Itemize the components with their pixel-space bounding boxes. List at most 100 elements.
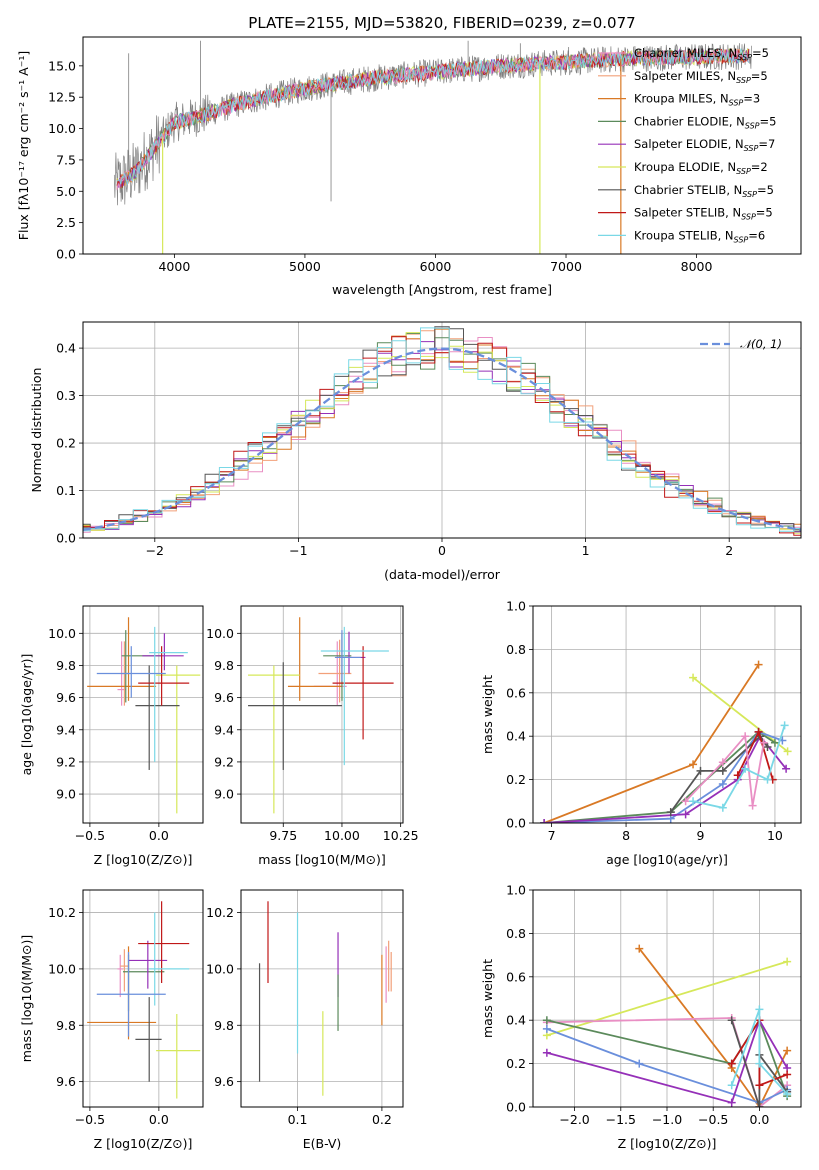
x-tick-label: −0.5: [75, 828, 105, 843]
y-axis-label: Normed distribution: [29, 368, 44, 493]
chart-title: PLATE=2155, MJD=53820, FIBERID=0239, z=0…: [248, 14, 635, 32]
weight-marker-kroupa_stelib: [718, 803, 727, 812]
y-tick-label: 0.8: [506, 926, 526, 941]
weight-marker-blue_extra: [718, 779, 727, 788]
weight_vs_age-plot-area: [540, 660, 792, 823]
weight-line-kroupa_stelib: [730, 1009, 788, 1095]
y-tick-label: 9.8: [214, 658, 234, 673]
weight-marker-chabrier_stelib: [763, 743, 772, 752]
weight-marker-chabrier_stelib: [755, 1103, 764, 1107]
y-tick-label: 0.0: [506, 1100, 526, 1115]
x-tick-label: 8000: [681, 259, 713, 274]
y-tick-label: 0.2: [506, 772, 526, 787]
y-axis-label: age [log10(age/yr)]: [19, 654, 34, 776]
axes-frame: [240, 605, 404, 824]
y-tick-label: 1.0: [506, 599, 526, 614]
x-tick-label: 10: [767, 828, 783, 843]
histogram-salpeter_elodie: [83, 341, 801, 533]
y-tick-label: 7.5: [56, 152, 76, 167]
weight-marker-salpeter_stelib: [727, 1059, 736, 1068]
axes-frame: [82, 36, 802, 255]
mass_vs_Z-plot-area: [87, 901, 201, 1099]
x-tick-label: −1.5: [606, 1112, 636, 1127]
y-tick-label: 9.0: [214, 787, 234, 802]
legend-label-salpeter_miles: Salpeter MILES, NSSP=5: [634, 69, 768, 85]
weight-marker-chabrier_stelib: [696, 766, 705, 775]
y-tick-label: 10.0: [206, 626, 234, 641]
y-tick-label: 0.4: [56, 341, 76, 356]
y-tick-label: 9.6: [214, 1074, 234, 1089]
y-tick-label: 10.0: [48, 961, 76, 976]
y-tick-label: 0.8: [506, 642, 526, 657]
x-tick-label: −0.5: [75, 1112, 105, 1127]
legend-label-salpeter_elodie: Salpeter ELODIE, NSSP=7: [634, 137, 775, 153]
weight-marker-kroupa_elodie: [689, 673, 698, 682]
y-tick-label: 0.6: [506, 969, 526, 984]
x-axis-label: Z [log10(Z/Z⊙)]: [94, 852, 193, 867]
x-tick-label: 0.0: [149, 828, 169, 843]
y-tick-label: 9.0: [56, 787, 76, 802]
y-tick-label: 15.0: [48, 58, 76, 73]
weight-marker-salpeter_elodie: [727, 1098, 736, 1107]
x-tick-label: 7: [548, 828, 556, 843]
y-tick-label: 0.4: [506, 1013, 526, 1028]
axes-frame: [532, 605, 802, 824]
histogram-plot-area: [83, 326, 801, 536]
x-axis-label: wavelength [Angstrom, rest frame]: [332, 282, 552, 297]
weight-line-kroupa_miles: [543, 664, 760, 823]
weight-marker-kroupa_stelib: [727, 1081, 736, 1090]
y-tick-label: 0.3: [56, 388, 76, 403]
weight-marker-chabrier_miles: [759, 738, 768, 747]
weight-marker-kroupa_stelib: [755, 1005, 764, 1014]
y-axis-label: mass weight: [480, 675, 495, 754]
weight-marker-kroupa_stelib: [780, 721, 789, 730]
y-tick-label: 9.2: [214, 754, 234, 769]
axes-frame: [82, 889, 204, 1108]
x-tick-label: 2: [725, 543, 733, 558]
y-tick-label: 12.5: [48, 90, 76, 105]
weight-marker-chabrier_miles: [748, 801, 757, 810]
weight-marker-kroupa_miles: [689, 760, 698, 769]
weight-marker-chabrier_miles: [681, 797, 690, 806]
x-axis-label: (data-model)/error: [384, 567, 501, 582]
x-axis-label: age [log10(age/yr)]: [606, 852, 728, 867]
weight-marker-kroupa_stelib: [783, 1089, 792, 1098]
y-tick-label: 0.4: [506, 729, 526, 744]
y-tick-label: 0.0: [56, 247, 76, 262]
y-tick-label: 9.8: [56, 1018, 76, 1033]
legend-label-normal: 𝒩(0, 1): [740, 337, 782, 351]
normal-curve: [83, 347, 801, 531]
weight-marker-salpeter_elodie: [540, 819, 549, 823]
weight-marker-chabrier_elodie: [770, 738, 779, 747]
weight-marker-chabrier_miles: [718, 758, 727, 767]
x-tick-label: 9.75: [269, 828, 297, 843]
weight-marker-salpeter_elodie: [782, 764, 791, 773]
weight-marker-salpeter_elodie: [542, 1048, 551, 1057]
weight-marker-kroupa_stelib: [763, 775, 772, 784]
weight-marker-blue_extra: [635, 1059, 644, 1068]
y-tick-label: 9.4: [56, 722, 76, 737]
weight-marker-salpeter_elodie: [681, 810, 690, 819]
spectrum-plot-area: [113, 40, 752, 254]
x-tick-label: 5000: [289, 259, 321, 274]
y-tick-label: 9.8: [214, 1018, 234, 1033]
x-tick-label: −2: [146, 543, 164, 558]
x-axis-label: E(B-V): [303, 1136, 342, 1151]
x-tick-label: 0: [438, 543, 446, 558]
x-tick-label: 0.0: [149, 1112, 169, 1127]
weight-marker-kroupa_stelib: [741, 764, 750, 773]
x-tick-label: 9: [697, 828, 705, 843]
x-tick-label: 7000: [550, 259, 582, 274]
mass_vs_ebv-plot-area: [258, 901, 392, 1096]
histogram-salpeter_stelib: [83, 336, 801, 536]
y-tick-label: 9.6: [214, 690, 234, 705]
weight-marker-salpeter_stelib: [783, 1070, 792, 1079]
x-tick-label: −2.0: [559, 1112, 589, 1127]
weight-line-blue_extra: [546, 1028, 788, 1104]
weight-marker-kroupa_stelib: [689, 797, 698, 806]
axes-frame: [532, 889, 802, 1108]
weight-line-kroupa_elodie: [692, 676, 789, 753]
x-tick-label: −1.0: [652, 1112, 682, 1127]
y-tick-label: 0.0: [56, 531, 76, 546]
